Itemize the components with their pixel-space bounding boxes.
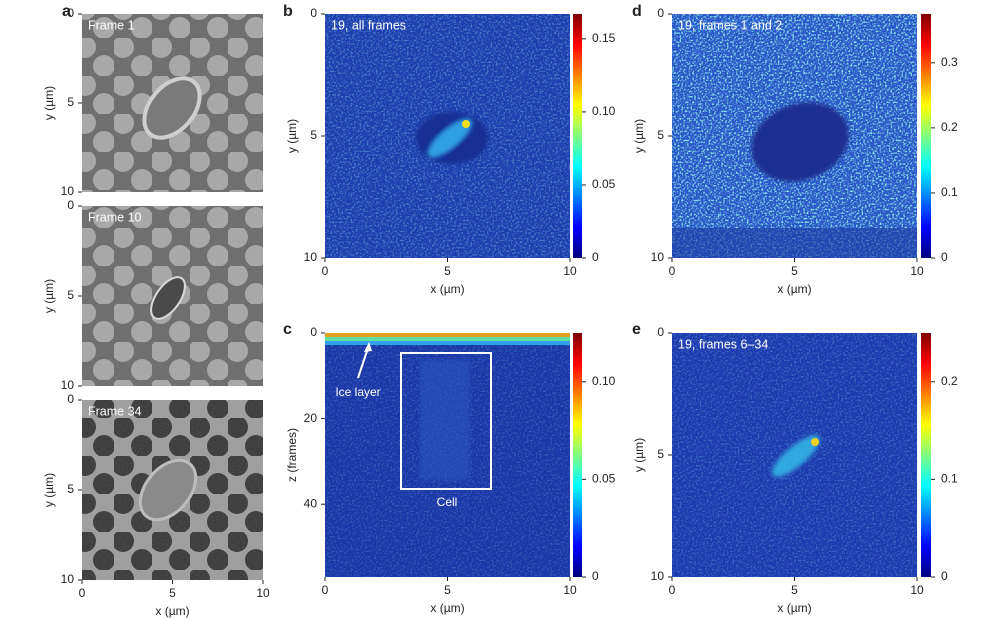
y-tick-label: 0 xyxy=(657,325,664,339)
x-axis-label: x (µm) xyxy=(430,601,464,615)
x-axis-label: x (µm) xyxy=(155,604,189,618)
image-title: 19, all frames xyxy=(331,18,406,32)
colorbar-tick-label: 0 xyxy=(941,250,948,264)
x-tick-label: 10 xyxy=(563,583,577,597)
y-tick-label: 10 xyxy=(61,378,75,392)
x-tick-label: 0 xyxy=(322,264,329,278)
panel-letter: d xyxy=(632,3,642,20)
x-tick-label: 5 xyxy=(791,264,798,278)
colorbar-tick-label: 0.05 xyxy=(592,177,616,191)
heatmap-image xyxy=(325,14,570,258)
colorbar xyxy=(573,333,582,577)
y-axis-label: y (µm) xyxy=(42,86,56,120)
y-tick-label: 10 xyxy=(61,184,75,198)
y-tick-label: 5 xyxy=(657,447,664,461)
heatmap-image xyxy=(672,14,917,258)
colorbar-tick-label: 0.3 xyxy=(941,55,958,69)
image-title: Frame 10 xyxy=(88,210,142,224)
colorbar-tick-label: 0.10 xyxy=(592,104,616,118)
y-tick-label: 10 xyxy=(651,569,665,583)
y-tick-label: 10 xyxy=(304,250,318,264)
x-axis-label: x (µm) xyxy=(777,282,811,296)
y-axis-label: y (µm) xyxy=(285,119,299,153)
heatmap-image xyxy=(672,333,917,577)
y-tick-label: 5 xyxy=(67,95,74,109)
image-title: 19, frames 6–34 xyxy=(678,337,768,351)
x-tick-label: 10 xyxy=(910,583,924,597)
y-tick-label: 5 xyxy=(67,288,74,302)
x-tick-label: 0 xyxy=(669,583,676,597)
sem-image xyxy=(82,14,263,192)
x-tick-label: 0 xyxy=(79,586,86,600)
annotation: Ice layer xyxy=(335,385,380,399)
annotation: Cell xyxy=(437,495,458,509)
x-tick-label: 5 xyxy=(791,583,798,597)
x-axis-label: x (µm) xyxy=(430,282,464,296)
x-axis-label: x (µm) xyxy=(777,601,811,615)
y-tick-label: 5 xyxy=(657,128,664,142)
y-tick-label: 0 xyxy=(67,392,74,406)
y-axis-label: y (µm) xyxy=(42,279,56,313)
y-axis-label: z (frames) xyxy=(285,428,299,482)
x-tick-label: 5 xyxy=(169,586,176,600)
colorbar-tick-label: 0.1 xyxy=(941,185,958,199)
panel-letter: a xyxy=(62,3,71,20)
colorbar-tick-label: 0.1 xyxy=(941,472,958,486)
image-title: Frame 34 xyxy=(88,404,142,418)
y-tick-label: 0 xyxy=(67,198,74,212)
colorbar-tick-label: 0.05 xyxy=(592,472,616,486)
x-tick-label: 10 xyxy=(563,264,577,278)
y-axis-label: y (µm) xyxy=(632,438,646,472)
image-title: 19, frames 1 and 2 xyxy=(678,18,782,32)
y-tick-label: 40 xyxy=(304,496,318,510)
y-axis-label: y (µm) xyxy=(42,473,56,507)
y-tick-label: 10 xyxy=(651,250,665,264)
x-tick-label: 0 xyxy=(669,264,676,278)
panel-letter: e xyxy=(632,321,641,338)
colorbar-tick-label: 0.2 xyxy=(941,374,958,388)
colorbar-tick-label: 0.10 xyxy=(592,374,616,388)
y-tick-label: 5 xyxy=(67,482,74,496)
sem-image xyxy=(82,206,263,386)
colorbar xyxy=(921,14,931,258)
colorbar-tick-label: 0 xyxy=(941,569,948,583)
x-tick-label: 10 xyxy=(910,264,924,278)
colorbar-tick-label: 0.2 xyxy=(941,120,958,134)
colorbar-tick-label: 0 xyxy=(592,250,599,264)
y-axis-label: y (µm) xyxy=(632,119,646,153)
colorbar-tick-label: 0.15 xyxy=(592,31,616,45)
heatmap-image xyxy=(325,333,570,577)
y-tick-label: 5 xyxy=(310,128,317,142)
y-tick-label: 0 xyxy=(310,6,317,20)
colorbar xyxy=(573,14,582,258)
colorbar xyxy=(921,333,931,577)
x-tick-label: 5 xyxy=(444,264,451,278)
colorbar-tick-label: 0 xyxy=(592,569,599,583)
panel-letter: b xyxy=(283,3,293,20)
y-tick-label: 20 xyxy=(304,411,318,425)
x-tick-label: 0 xyxy=(322,583,329,597)
y-tick-label: 0 xyxy=(67,6,74,20)
x-tick-label: 5 xyxy=(444,583,451,597)
y-tick-label: 10 xyxy=(61,572,75,586)
panel-letter: c xyxy=(283,321,292,338)
sem-image xyxy=(82,400,263,580)
image-title: Frame 1 xyxy=(88,18,135,32)
x-tick-label: 10 xyxy=(256,586,270,600)
y-tick-label: 0 xyxy=(657,6,664,20)
y-tick-label: 0 xyxy=(310,325,317,339)
